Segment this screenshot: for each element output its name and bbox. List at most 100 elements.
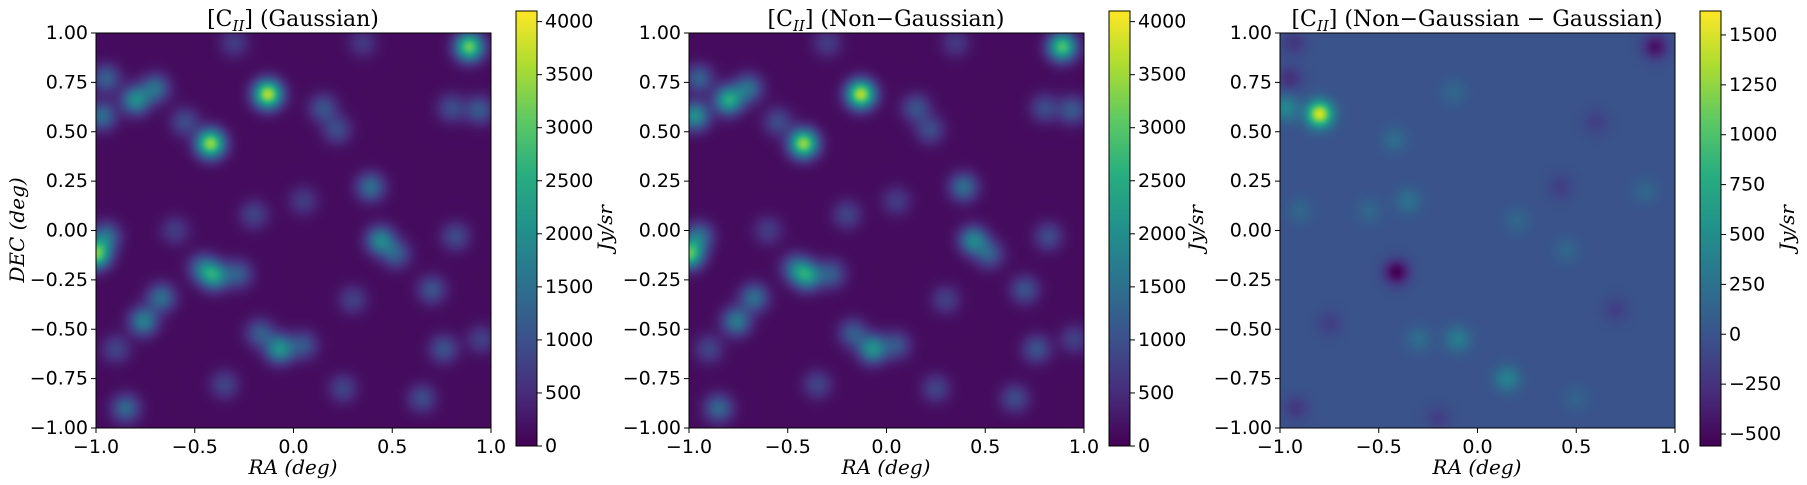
y-tick-label: 0.25 bbox=[46, 170, 88, 192]
x-tick-label: 1.0 bbox=[476, 436, 506, 458]
colorbar-tick-label: 4000 bbox=[545, 11, 593, 33]
y-tick-label: −0.50 bbox=[623, 318, 681, 340]
y-tick-label: 0.25 bbox=[639, 170, 681, 192]
colorbar: 0 500 1000 1500 2000 2500 3000 3500 4000 Jy/sr bbox=[1108, 10, 1208, 457]
colorbar: −500 −250 0 250 500 750 1000 1250 1500 Jy/sr bbox=[1699, 10, 1799, 447]
heatmap-image bbox=[96, 33, 491, 428]
plot-area bbox=[95, 32, 492, 429]
x-axis: −1.0 −0.5 0.0 0.5 1.0 bbox=[73, 428, 506, 458]
y-tick-label: −0.75 bbox=[30, 368, 88, 390]
colorbar-ticks: 0 500 1000 1500 2000 2500 3000 3500 4000 bbox=[537, 11, 593, 457]
y-tick-label: 1.00 bbox=[46, 22, 88, 44]
colorbar-tick-label: 1000 bbox=[545, 329, 593, 351]
colorbar-tick-label: 2000 bbox=[545, 223, 593, 245]
y-tick-label: −0.50 bbox=[1214, 318, 1272, 340]
y-tick-label: 0.50 bbox=[639, 121, 681, 143]
x-tick-label: −1.0 bbox=[1257, 436, 1303, 458]
colorbar-tick-label: 2000 bbox=[1138, 223, 1186, 245]
colorbar-tick-label: 500 bbox=[545, 382, 581, 404]
plot-area bbox=[1279, 32, 1676, 429]
y-tick-label: 0.75 bbox=[46, 71, 88, 93]
x-tick-label: −1.0 bbox=[666, 436, 712, 458]
colorbar-tick-label: 3000 bbox=[545, 117, 593, 139]
colorbar-tick-label: 0 bbox=[1138, 435, 1150, 457]
colorbar-tick-label: 1500 bbox=[1729, 24, 1777, 46]
heatmap-image bbox=[1280, 33, 1675, 428]
y-tick-label: 0.75 bbox=[639, 71, 681, 93]
y-axis: −1.00 −0.75 −0.50 −0.25 0.00 0.25 0.50 0.75 1.00 bbox=[623, 22, 689, 439]
y-axis: −1.00 −0.75 −0.50 −0.25 0.00 0.25 0.50 0.75 1.00 bbox=[30, 22, 96, 439]
x-axis-label: RA (deg) bbox=[841, 455, 931, 479]
y-tick-label: −0.25 bbox=[30, 269, 88, 291]
colorbar-ticks: 0 500 1000 1500 2000 2500 3000 3500 4000 bbox=[1130, 11, 1186, 457]
x-tick-label: −0.5 bbox=[172, 436, 218, 458]
y-tick-label: −0.75 bbox=[1214, 368, 1272, 390]
x-tick-label: 0.5 bbox=[970, 436, 1000, 458]
y-tick-label: 0.50 bbox=[1230, 121, 1272, 143]
colorbar-gradient bbox=[1108, 10, 1131, 447]
x-tick-label: −0.5 bbox=[765, 436, 811, 458]
colorbar-tick-label: 0 bbox=[1729, 323, 1741, 345]
y-tick-label: −0.25 bbox=[623, 269, 681, 291]
colorbar-gradient bbox=[1699, 10, 1722, 447]
x-tick-label: −1.0 bbox=[73, 436, 119, 458]
colorbar-tick-label: 2500 bbox=[545, 170, 593, 192]
colorbar-tick-label: 0 bbox=[545, 435, 557, 457]
x-tick-label: 1.0 bbox=[1069, 436, 1099, 458]
heatmap-image bbox=[689, 33, 1084, 428]
colorbar-tick-label: 1000 bbox=[1729, 124, 1777, 146]
y-tick-label: −0.25 bbox=[1214, 269, 1272, 291]
colorbar-tick-label: 1000 bbox=[1138, 329, 1186, 351]
colorbar-tick-label: 3500 bbox=[545, 64, 593, 86]
colorbar-tick-label: 500 bbox=[1729, 223, 1765, 245]
x-tick-label: 0.0 bbox=[278, 436, 308, 458]
panel-difference: [CII] (Non−Gaussian − Gaussian) −1.0 −0.5… bbox=[1214, 7, 1799, 479]
colorbar-tick-label: −500 bbox=[1729, 423, 1781, 445]
y-tick-label: −1.00 bbox=[30, 417, 88, 439]
panel-title: [CII] (Non−Gaussian − Gaussian) bbox=[1291, 7, 1662, 35]
colorbar-tick-label: 250 bbox=[1729, 273, 1765, 295]
x-axis: −1.0 −0.5 0.0 0.5 1.0 bbox=[666, 428, 1099, 458]
y-tick-label: 1.00 bbox=[1230, 22, 1272, 44]
y-axis-label: DEC (deg) bbox=[5, 177, 29, 283]
colorbar-label: Jy/sr bbox=[593, 204, 617, 255]
colorbar-tick-label: 1250 bbox=[1729, 74, 1777, 96]
x-tick-label: −0.5 bbox=[1356, 436, 1402, 458]
panel-title: [CII] (Non−Gaussian) bbox=[768, 7, 1005, 35]
x-axis-label: RA (deg) bbox=[1432, 455, 1522, 479]
colorbar-tick-label: 1500 bbox=[1138, 276, 1186, 298]
y-tick-label: 1.00 bbox=[639, 22, 681, 44]
x-tick-label: 0.5 bbox=[1561, 436, 1591, 458]
x-tick-label: 1.0 bbox=[1660, 436, 1690, 458]
colorbar-tick-label: 750 bbox=[1729, 174, 1765, 196]
y-tick-label: 0.75 bbox=[1230, 71, 1272, 93]
x-tick-label: 0.0 bbox=[871, 436, 901, 458]
colorbar-tick-label: −250 bbox=[1729, 373, 1781, 395]
colorbar-tick-label: 3000 bbox=[1138, 117, 1186, 139]
colorbar-tick-label: 1500 bbox=[545, 276, 593, 298]
y-axis: −1.00 −0.75 −0.50 −0.25 0.00 0.25 0.50 0.75 1.00 bbox=[1214, 22, 1280, 439]
plot-area bbox=[688, 32, 1085, 429]
colorbar: 0 500 1000 1500 2000 2500 3000 3500 4000 Jy/sr bbox=[515, 10, 617, 457]
y-tick-label: −1.00 bbox=[1214, 417, 1272, 439]
panel-gaussian: [CII] (Gaussian) −1.0 −0.5 0.0 0.5 1.0 −1.00… bbox=[5, 7, 617, 479]
x-axis: −1.0 −0.5 0.0 0.5 1.0 bbox=[1257, 428, 1690, 458]
colorbar-tick-label: 500 bbox=[1138, 382, 1174, 404]
y-tick-label: −1.00 bbox=[623, 417, 681, 439]
panel-title: [CII] (Gaussian) bbox=[207, 7, 379, 35]
y-tick-label: 0.00 bbox=[1230, 220, 1272, 242]
colorbar-label: Jy/sr bbox=[1775, 204, 1799, 255]
y-tick-label: 0.00 bbox=[46, 220, 88, 242]
colorbar-tick-label: 2500 bbox=[1138, 170, 1186, 192]
colorbar-gradient bbox=[515, 10, 538, 447]
y-tick-label: −0.75 bbox=[623, 368, 681, 390]
x-tick-label: 0.0 bbox=[1462, 436, 1492, 458]
colorbar-ticks: −500 −250 0 250 500 750 1000 1250 1500 bbox=[1721, 24, 1781, 445]
x-tick-label: 0.5 bbox=[377, 436, 407, 458]
panel-non-gaussian: [CII] (Non−Gaussian) −1.0 −0.5 0.0 0.5 1.0 −… bbox=[623, 7, 1208, 479]
colorbar-label: Jy/sr bbox=[1184, 204, 1208, 255]
y-tick-label: 0.25 bbox=[1230, 170, 1272, 192]
y-tick-label: −0.50 bbox=[30, 318, 88, 340]
colorbar-tick-label: 3500 bbox=[1138, 64, 1186, 86]
